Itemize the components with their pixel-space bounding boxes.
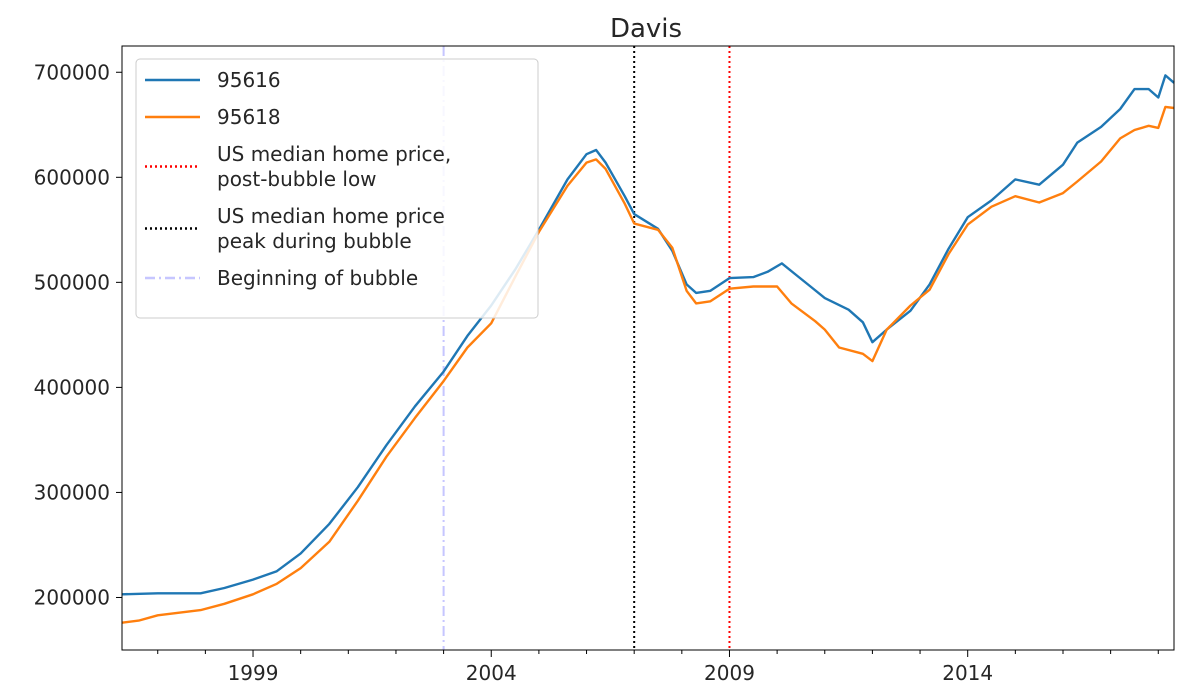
axes-frame <box>121 45 1175 651</box>
legend-label: post-bubble low <box>217 167 377 191</box>
legend-box <box>135 58 539 319</box>
y-tick-label: 200000 <box>34 585 110 609</box>
chart-title: Davis <box>610 14 682 44</box>
legend-label: peak during bubble <box>217 229 412 253</box>
series-line-95618 <box>121 105 1175 624</box>
y-axis: 200000 300000 400000 500000 600000 700000 <box>34 60 122 609</box>
series-line-95616 <box>121 74 1175 596</box>
x-tick-label: 2014 <box>942 661 993 685</box>
y-tick-label: 600000 <box>34 165 110 189</box>
legend-label: Beginning of bubble <box>217 266 418 290</box>
y-tick-label: 300000 <box>34 480 110 504</box>
x-axis: 1999 2004 2009 2014 <box>157 650 1159 685</box>
legend: 95616 95618 US median home price,post-bubb… <box>135 58 539 319</box>
y-tick-label: 700000 <box>34 60 110 84</box>
legend-label: US median home price <box>217 204 445 228</box>
y-tick-label: 400000 <box>34 375 110 399</box>
x-tick-label: 2004 <box>466 661 517 685</box>
legend-label: 95616 <box>217 68 281 92</box>
series-layer <box>121 74 1175 624</box>
x-tick-label: 2009 <box>704 661 755 685</box>
x-tick-label: 1999 <box>228 661 279 685</box>
legend-label: 95618 <box>217 105 281 129</box>
y-tick-label: 500000 <box>34 270 110 294</box>
legend-label: US median home price, <box>217 142 451 166</box>
